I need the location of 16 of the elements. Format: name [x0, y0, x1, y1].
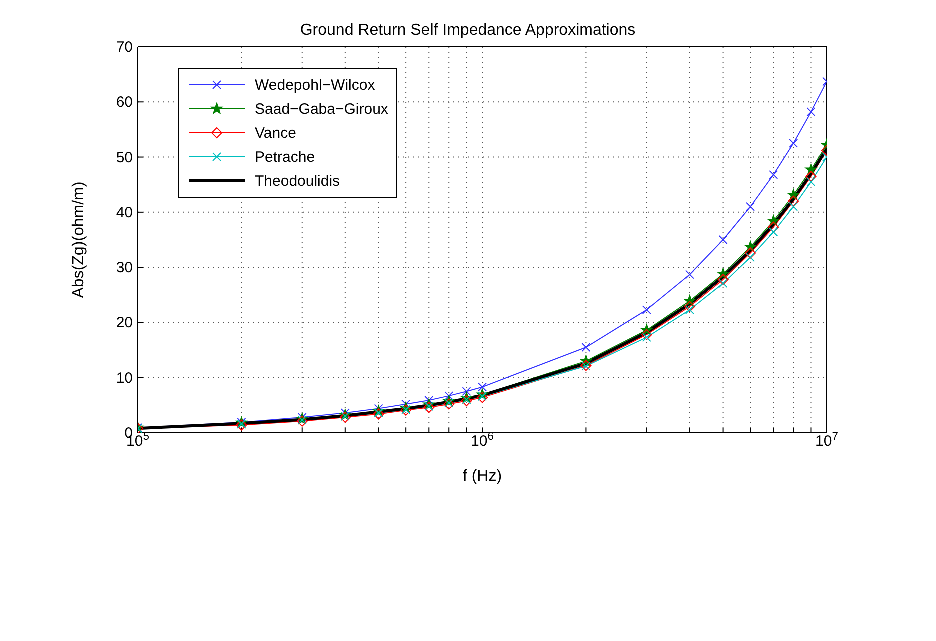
chart-title: Ground Return Self Impedance Approximations	[299, 22, 637, 40]
y-tick-label: 40	[116, 204, 133, 222]
y-tick-label: 20	[116, 314, 133, 332]
legend-label: Petrache	[255, 148, 316, 166]
y-axis-title: Abs(Zg)(ohm/m)	[70, 182, 88, 298]
legend-label: Wedepohl−Wilcox	[255, 76, 376, 94]
y-tick-label: 10	[116, 370, 133, 387]
legend-label: Vance	[255, 124, 296, 142]
x-axis-title: f (Hz)	[462, 468, 502, 485]
legend-label: Theodoulidis	[255, 172, 340, 190]
legend-label: Saad−Gaba−Giroux	[255, 100, 388, 118]
y-tick-label: 60	[116, 94, 133, 112]
x-tick-label: 10$^{7}$	[816, 431, 838, 450]
y-tick-label: 70	[116, 39, 133, 56]
y-tick-label: 50	[116, 149, 133, 166]
y-tick-label: 30	[116, 260, 133, 277]
